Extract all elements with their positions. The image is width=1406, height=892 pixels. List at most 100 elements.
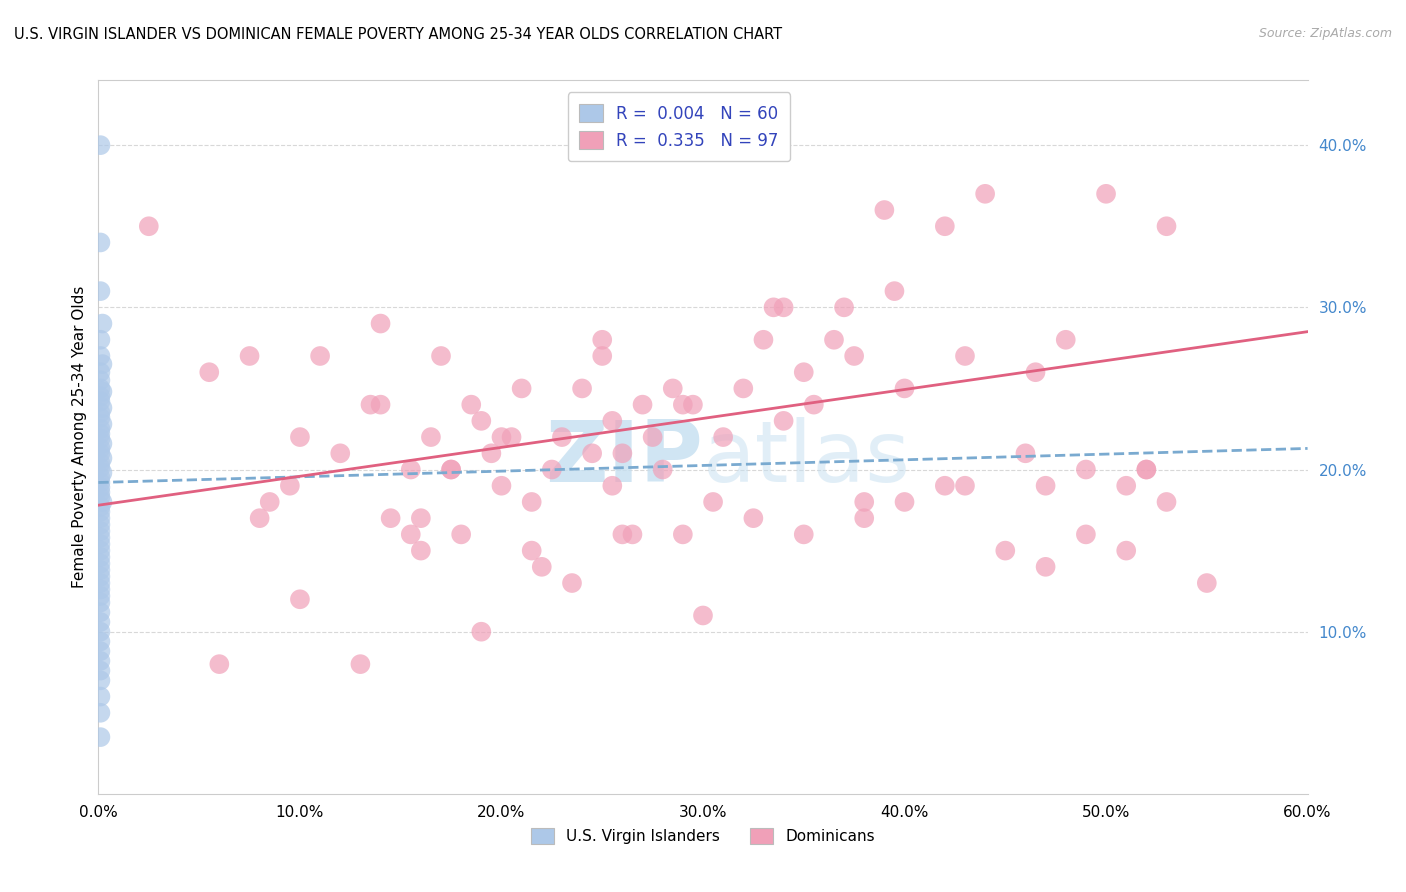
Point xyxy=(702,495,724,509)
Point xyxy=(91,495,114,509)
Point xyxy=(89,517,111,532)
Point xyxy=(89,406,111,420)
Point xyxy=(1156,495,1178,509)
Point xyxy=(89,664,111,678)
Point xyxy=(89,550,111,565)
Point xyxy=(742,511,765,525)
Point xyxy=(1135,462,1157,476)
Point xyxy=(470,414,492,428)
Point xyxy=(832,301,855,315)
Point xyxy=(89,138,111,153)
Point xyxy=(89,654,111,668)
Point xyxy=(772,414,794,428)
Point xyxy=(91,401,114,415)
Legend: U.S. Virgin Islanders, Dominicans: U.S. Virgin Islanders, Dominicans xyxy=(524,822,882,850)
Point xyxy=(501,430,523,444)
Point xyxy=(540,462,562,476)
Point xyxy=(460,398,482,412)
Point xyxy=(893,495,915,509)
Point xyxy=(430,349,453,363)
Point xyxy=(793,527,815,541)
Point xyxy=(873,202,896,217)
Point xyxy=(934,479,956,493)
Point xyxy=(571,381,593,395)
Text: U.S. VIRGIN ISLANDER VS DOMINICAN FEMALE POVERTY AMONG 25-34 YEAR OLDS CORRELATI: U.S. VIRGIN ISLANDER VS DOMINICAN FEMALE… xyxy=(14,27,782,42)
Point xyxy=(288,430,311,444)
Point xyxy=(844,349,866,363)
Point xyxy=(89,365,111,379)
Point xyxy=(89,595,111,609)
Point xyxy=(89,644,111,658)
Point xyxy=(89,531,111,545)
Point xyxy=(198,365,221,379)
Point xyxy=(762,301,785,315)
Point xyxy=(329,446,352,460)
Point xyxy=(1195,576,1218,591)
Point xyxy=(91,436,114,450)
Point xyxy=(1074,462,1097,476)
Point xyxy=(89,557,111,571)
Point xyxy=(491,479,513,493)
Point xyxy=(793,365,815,379)
Point xyxy=(259,495,281,509)
Point xyxy=(89,511,111,525)
Point xyxy=(89,442,111,456)
Point xyxy=(651,462,673,476)
Point xyxy=(481,446,503,460)
Point xyxy=(591,333,613,347)
Point xyxy=(823,333,845,347)
Point xyxy=(89,673,111,688)
Point xyxy=(91,317,114,331)
Point xyxy=(89,349,111,363)
Point xyxy=(752,333,775,347)
Point xyxy=(1095,186,1118,201)
Point xyxy=(91,466,114,480)
Y-axis label: Female Poverty Among 25-34 Year Olds: Female Poverty Among 25-34 Year Olds xyxy=(72,286,87,588)
Point xyxy=(631,398,654,412)
Point xyxy=(1156,219,1178,234)
Point xyxy=(89,690,111,704)
Point xyxy=(1025,365,1047,379)
Point xyxy=(399,462,422,476)
Point xyxy=(893,381,915,395)
Point xyxy=(89,461,111,475)
Point xyxy=(581,446,603,460)
Text: Source: ZipAtlas.com: Source: ZipAtlas.com xyxy=(1258,27,1392,40)
Point xyxy=(89,524,111,538)
Point xyxy=(953,479,976,493)
Point xyxy=(89,480,111,494)
Point xyxy=(1115,479,1137,493)
Point xyxy=(89,485,111,500)
Point xyxy=(208,657,231,672)
Point xyxy=(89,569,111,583)
Point xyxy=(380,511,402,525)
Point xyxy=(994,543,1017,558)
Point xyxy=(89,537,111,551)
Point xyxy=(602,479,624,493)
Point xyxy=(249,511,271,525)
Point xyxy=(370,398,392,412)
Point xyxy=(440,462,463,476)
Point xyxy=(1054,333,1077,347)
Point xyxy=(89,284,111,298)
Point xyxy=(89,333,111,347)
Point xyxy=(470,624,492,639)
Point xyxy=(602,414,624,428)
Point xyxy=(89,373,111,387)
Text: atlas: atlas xyxy=(703,417,911,500)
Point xyxy=(89,470,111,484)
Point xyxy=(278,479,301,493)
Point xyxy=(1074,527,1097,541)
Point xyxy=(772,301,794,315)
Point xyxy=(89,615,111,629)
Point xyxy=(682,398,704,412)
Point xyxy=(621,527,644,541)
Point xyxy=(1115,543,1137,558)
Point xyxy=(530,559,553,574)
Point xyxy=(309,349,332,363)
Point xyxy=(591,349,613,363)
Point xyxy=(138,219,160,234)
Point xyxy=(89,446,111,460)
Point xyxy=(853,495,876,509)
Point xyxy=(89,500,111,514)
